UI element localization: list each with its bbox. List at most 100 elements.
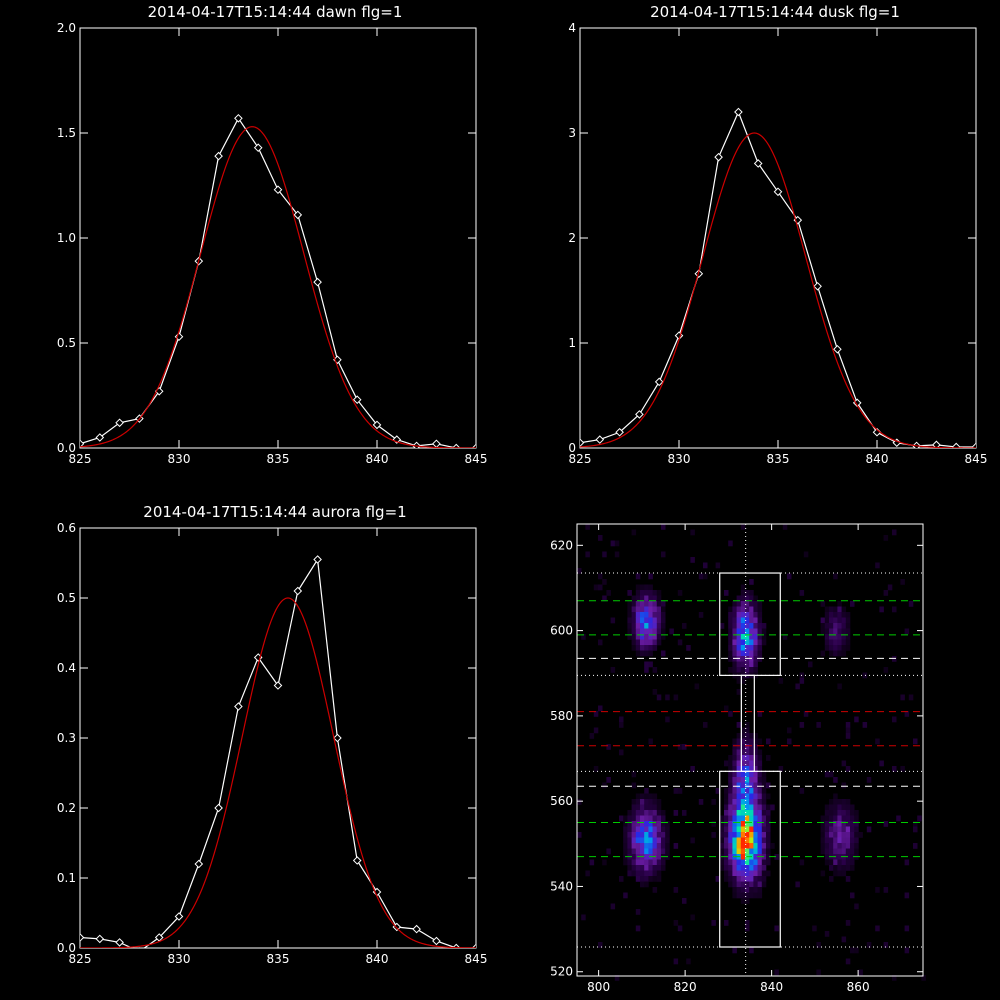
heatmap-cell <box>656 628 662 635</box>
data-point <box>352 395 362 405</box>
heatmap-cell <box>745 837 750 844</box>
heatmap-cell <box>648 584 653 591</box>
heatmap-cell <box>749 634 754 640</box>
heatmap-cell <box>766 848 771 855</box>
heatmap-cell <box>749 590 754 596</box>
axes-1: 825 830 835 840 845 0 1 2 3 4 <box>568 21 987 466</box>
heatmap-cell <box>829 815 834 822</box>
heatmap-cell <box>627 826 632 833</box>
heatmap-cell <box>623 826 628 833</box>
x-tick-label: 840 <box>760 980 783 994</box>
heatmap-cell <box>656 601 662 607</box>
heatmap-cell <box>631 804 637 811</box>
heatmap-cell <box>753 623 758 629</box>
y-tick-label: 540 <box>550 879 573 893</box>
heatmap-cell <box>640 799 645 805</box>
heatmap-cell <box>757 843 763 849</box>
heatmap-cell <box>665 837 670 844</box>
heatmap-cell <box>866 942 872 948</box>
heatmap-cell <box>631 628 637 635</box>
heatmap-cell <box>757 771 763 778</box>
heatmap-cell <box>635 623 641 629</box>
heatmap-cell <box>753 771 758 778</box>
y-tick-label: 4 <box>568 21 576 35</box>
heatmap-cell <box>837 804 842 811</box>
heatmap-cell <box>745 788 750 794</box>
heatmap-cell <box>829 843 834 849</box>
heatmap-cell <box>736 612 742 618</box>
heatmap-cell <box>854 815 859 822</box>
heatmap-cell <box>640 848 645 855</box>
heatmap-cell <box>749 870 754 877</box>
heatmap-cell <box>724 804 729 811</box>
heatmap-cell <box>829 837 834 844</box>
heatmap-cell <box>736 667 742 673</box>
heatmap-cell <box>904 892 910 899</box>
heatmap-cell <box>635 595 641 602</box>
heatmap-cell <box>728 771 733 778</box>
heatmap-cell <box>635 639 641 646</box>
heatmap-cell <box>841 617 847 624</box>
heatmap-cell <box>892 975 897 981</box>
data-point <box>273 185 283 195</box>
heatmap-cell <box>820 848 826 855</box>
heatmap-cell <box>728 782 733 789</box>
heatmap-cell <box>745 639 750 646</box>
heatmap-cell <box>644 623 649 629</box>
heatmap-cell <box>635 793 641 800</box>
heatmap-cell <box>740 777 746 783</box>
heatmap-cell <box>850 854 855 860</box>
heatmap-cell <box>749 881 754 888</box>
heatmap-cell <box>753 804 758 811</box>
heatmap-cell <box>732 804 737 811</box>
heatmap-cell <box>824 837 830 844</box>
heatmap-cell <box>644 628 649 635</box>
heatmap-cell <box>644 848 649 855</box>
heatmap-cell <box>900 579 905 585</box>
heatmap-cell <box>719 865 725 871</box>
heatmap-cell <box>757 645 763 651</box>
heatmap-cell <box>656 821 662 827</box>
heatmap-cell <box>644 881 649 888</box>
heatmap-cell <box>740 815 746 822</box>
heatmap-cell <box>841 870 847 877</box>
heatmap-cell <box>728 799 733 805</box>
heatmap-cell <box>724 848 729 855</box>
heatmap-cell <box>644 595 649 602</box>
heatmap-cell <box>673 810 679 816</box>
heatmap-cell <box>732 771 737 778</box>
heatmap-cell <box>740 799 746 805</box>
heatmap-cell <box>749 733 754 739</box>
heatmap-cell <box>766 821 771 827</box>
heatmap-cell <box>745 859 750 866</box>
heatmap-cell <box>757 639 763 646</box>
heatmap-cell <box>644 810 649 816</box>
heatmap-cell <box>749 947 754 954</box>
heatmap-cell <box>766 854 771 860</box>
heatmap-cell <box>640 843 645 849</box>
heatmap-cell <box>753 881 758 888</box>
heatmap-cell <box>627 859 632 866</box>
heatmap-cell <box>724 788 729 794</box>
heatmap-cell <box>715 876 721 882</box>
heatmap-cell <box>837 612 842 618</box>
heatmap-cell <box>698 612 704 618</box>
heatmap-cell <box>740 898 746 904</box>
heatmap-cell <box>749 788 754 794</box>
heatmap-cell <box>808 661 813 668</box>
data-point <box>234 702 243 711</box>
heatmap-cell <box>913 843 918 849</box>
heatmap-cell <box>845 876 851 882</box>
heatmap-cell <box>761 843 767 849</box>
heatmap-cell <box>757 832 763 838</box>
y-tick-label: 600 <box>550 624 573 638</box>
y-tick-label: 1.0 <box>57 231 76 245</box>
data-line <box>580 110 976 448</box>
heatmap-cell <box>644 870 649 877</box>
chart-title-aurora: 2014-04-17T15:14:44 aurora flg=1 <box>143 503 406 521</box>
heatmap-cell <box>577 832 582 838</box>
heatmap-cell <box>589 733 595 739</box>
heatmap-cell <box>829 634 834 640</box>
heatmap-cell <box>736 656 742 662</box>
heatmap-cell <box>728 755 733 761</box>
